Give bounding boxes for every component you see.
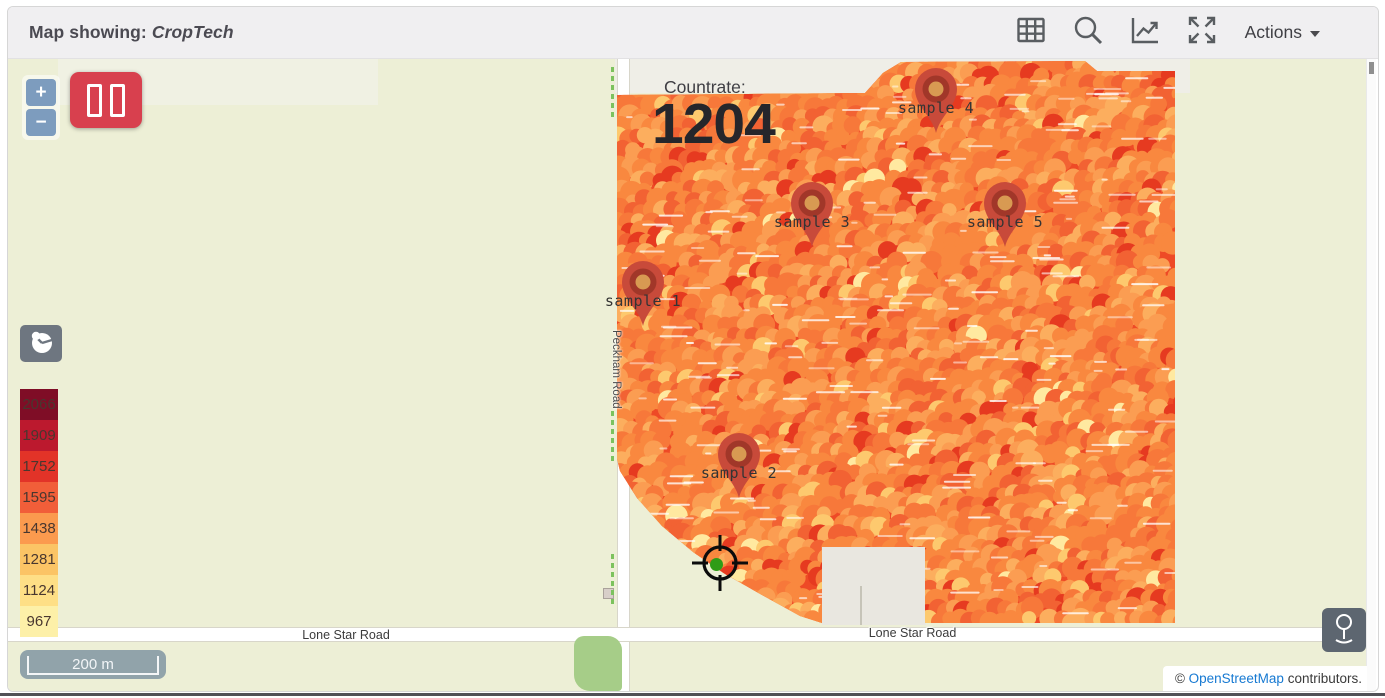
grid-icon [1015,14,1047,51]
countrate-label: Countrate: [664,77,746,97]
countrate-legend: 2066 1909 1752 1595 1438 1281 1124 967 [20,389,58,637]
fullscreen-button[interactable] [1186,14,1218,51]
map-trees [574,636,622,691]
zoom-in-button[interactable]: + [26,79,56,106]
scale-bar: 200 m [20,650,166,679]
search-icon [1072,14,1104,51]
pause-button[interactable] [70,72,142,128]
sample-pin-icon[interactable] [982,180,1028,250]
sample-pin-label: sample 5 [966,213,1044,231]
sample-pin-icon[interactable] [620,259,666,329]
scale-bar-bracket [27,656,159,675]
pushpin-icon [1329,612,1359,649]
window-bottom-edge [0,693,1385,696]
map-farmyard [822,547,926,625]
gps-dot [710,558,723,571]
title-prefix: Map showing: [29,22,152,42]
sample-pin-label: sample 1 [604,292,682,310]
scrollbar-thumb[interactable] [1369,62,1374,74]
gps-crosshair [690,533,750,593]
legend-entry: 1595 [20,482,58,513]
title-project-name: CropTech [151,22,234,42]
sample-pin-label: sample 3 [773,213,851,231]
legend-entry: 1752 [20,451,58,482]
attribution-copyright: © [1174,671,1189,686]
actions-dropdown[interactable]: Actions [1243,18,1322,47]
grid-view-button[interactable] [1015,17,1047,49]
zoom-control: + − [22,75,60,140]
map-card: Map showing: CropTech [7,6,1379,692]
legend-entry: 1124 [20,575,58,606]
road-label-lone-star-west: Lone Star Road [302,628,390,642]
toolbar: Actions [1015,14,1322,51]
road-label-lone-star-east: Lone Star Road [868,626,957,640]
legend-entry: 2066 [20,389,58,420]
fullscreen-icon [1186,14,1218,51]
page-title: Map showing: CropTech [29,22,234,43]
road-label-peckham: Peckham Road [610,329,622,409]
chart-button[interactable] [1129,17,1161,49]
sample-pin-label: sample 2 [700,464,778,482]
legend-entry: 967 [20,606,58,637]
header: Map showing: CropTech [8,7,1378,59]
legend-entry: 1909 [20,420,58,451]
scale-bar-label: 200 m [72,656,114,673]
countrate-readout: Countrate: 1204 [652,77,776,156]
pause-icon [87,83,102,117]
location-pin-button[interactable] [1322,608,1366,652]
chart-icon [1129,14,1161,51]
sample-pin-label: sample 4 [897,99,975,117]
map-driveway [860,586,862,625]
sample-pin-icon[interactable] [716,431,762,501]
countrate-value: 1204 [652,92,776,156]
actions-label: Actions [1244,22,1302,42]
zoom-out-button[interactable]: − [26,109,56,136]
scrollbar[interactable] [1366,59,1376,691]
sample-pin-icon[interactable] [789,180,835,250]
pie-chart-icon [28,329,54,358]
attribution: © OpenStreetMap contributors. [1162,666,1367,691]
search-button[interactable] [1072,14,1104,51]
map-area[interactable]: Lone Star Road Lone Star Road Peckham Ro… [8,59,1376,691]
legend-entry: 1281 [20,544,58,575]
legend-entry: 1438 [20,513,58,544]
pie-chart-button[interactable] [20,325,62,362]
road-horizontal [8,627,1376,642]
chevron-down-icon [1310,31,1320,37]
attribution-suffix: contributors. [1283,671,1362,686]
openstreetmap-link[interactable]: OpenStreetMap [1188,671,1284,686]
sample-pin-icon[interactable] [913,66,959,136]
